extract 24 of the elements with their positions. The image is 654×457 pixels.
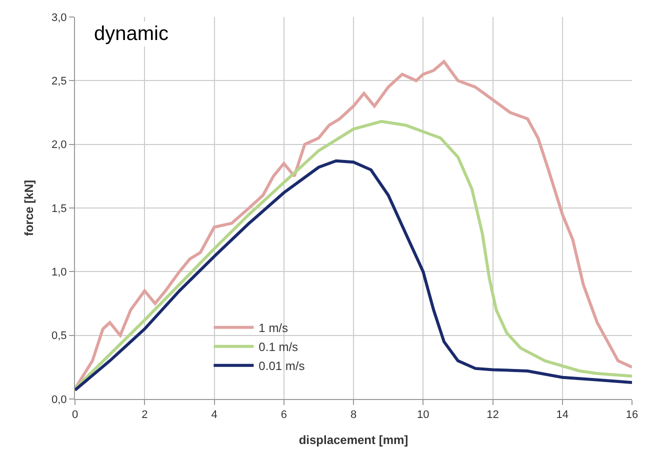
x-tick-label: 16 — [626, 409, 638, 422]
y-tick-label: 2,5 — [52, 76, 67, 88]
x-tick-label: 10 — [417, 409, 430, 422]
y-tick-label: 3,0 — [52, 12, 67, 24]
y-tick-label: 1,0 — [52, 266, 67, 279]
x-tick-label: 8 — [350, 409, 357, 422]
x-tick-label: 12 — [486, 409, 499, 422]
x-tick-label: 4 — [211, 409, 218, 422]
x-tick-label: 0 — [72, 409, 78, 422]
x-tick-label: 14 — [556, 409, 569, 422]
legend-label: 1 m/s — [258, 321, 288, 336]
annotation: dynamic — [94, 23, 168, 45]
legend-label: 0.1 m/s — [258, 340, 298, 354]
y-tick-label: 0,0 — [52, 394, 67, 406]
y-axis-title: force [kN] — [22, 180, 36, 236]
line-series — [75, 120, 632, 390]
x-axis-title: displacement [mm] — [298, 433, 408, 448]
x-tick-label: 2 — [142, 409, 148, 422]
y-tick-label: 1,5 — [52, 202, 67, 215]
y-tick-label: 0,5 — [52, 330, 67, 342]
legend-label: 0.01 m/s — [258, 359, 305, 374]
line-series — [75, 159, 632, 392]
x-tick-label: 6 — [280, 409, 287, 422]
y-tick-label: 2,0 — [52, 139, 67, 152]
